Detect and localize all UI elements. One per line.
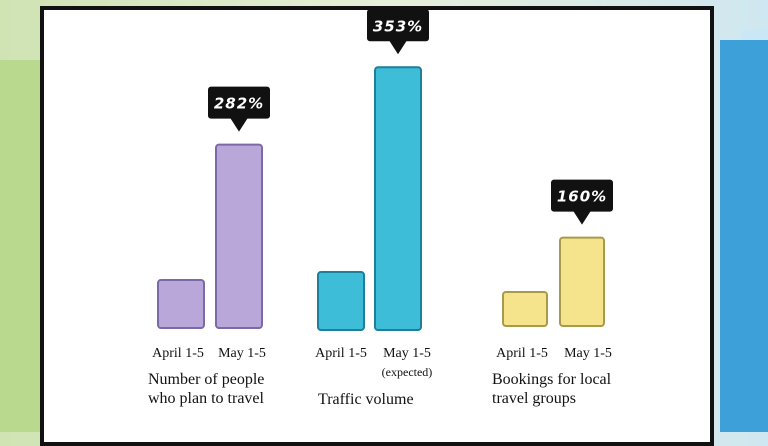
increase-callout-pointer-2 xyxy=(389,40,407,55)
bar-3-may xyxy=(559,236,605,328)
category-label-2-2: May 1-5 xyxy=(383,346,431,361)
category-label-1-1: April 1-5 xyxy=(152,346,204,361)
increase-callout-pointer-3 xyxy=(573,210,591,225)
category-sublabel-2-2: (expected) xyxy=(382,365,433,379)
grouped-bar-chart: April 1-5 May 1-5 282% Number of people who … xyxy=(148,9,613,408)
bar-2-april xyxy=(317,271,365,331)
background-accent-right xyxy=(720,40,768,432)
group-title-2-line-1: Traffic volume xyxy=(318,391,414,408)
category-label-2-1: April 1-5 xyxy=(315,346,367,361)
group-title-3-line-2: travel groups xyxy=(492,390,576,407)
increase-label-1: 282% xyxy=(214,95,264,113)
bar-1-may xyxy=(215,143,263,329)
bar-2-may xyxy=(374,66,422,331)
group-title-1-line-1: Number of people xyxy=(148,371,264,388)
bar-1-april xyxy=(157,279,205,329)
bar-3-april xyxy=(502,291,548,327)
increase-callout-box-1 xyxy=(208,86,270,119)
category-label-1-2: May 1-5 xyxy=(218,346,266,361)
category-label-3-1: April 1-5 xyxy=(496,346,548,361)
increase-callout-pointer-1 xyxy=(230,117,248,132)
increase-callout-box-2 xyxy=(367,9,429,42)
group-title-1-line-2: who plan to travel xyxy=(148,390,265,407)
group-title-3-line-1: Bookings for local xyxy=(492,371,612,388)
category-label-3-2: May 1-5 xyxy=(564,346,612,361)
increase-label-2: 353% xyxy=(373,17,423,35)
increase-callout-box-3 xyxy=(551,179,613,212)
increase-label-3: 160% xyxy=(557,188,607,206)
